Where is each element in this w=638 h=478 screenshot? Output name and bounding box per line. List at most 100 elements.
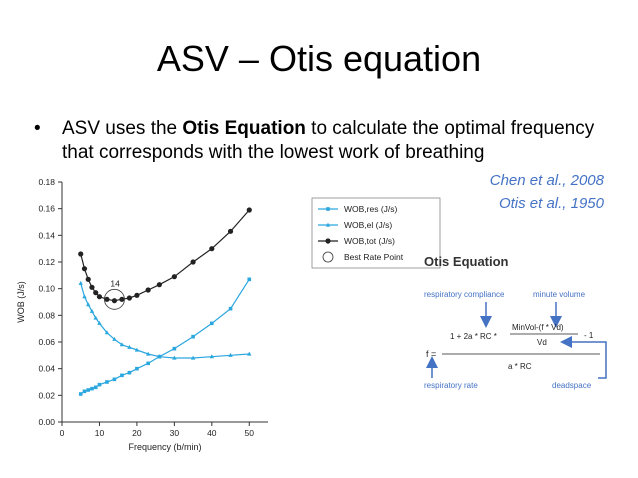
series-point-2 <box>227 228 234 234</box>
series-point-1 <box>145 351 151 356</box>
series-point-0 <box>146 361 150 366</box>
series-point-2 <box>93 290 99 296</box>
inner-numerator: MinVol-(f * Vd) <box>512 323 564 332</box>
otis-equation: Otis Equation respiratory compliance min… <box>424 254 607 390</box>
series-point-0 <box>90 386 94 391</box>
denominator: a * RC <box>508 362 532 371</box>
series-point-2 <box>78 251 84 257</box>
series-point-0 <box>247 277 252 282</box>
series-point-2 <box>96 294 103 300</box>
series-point-1 <box>82 294 87 299</box>
series-point-1 <box>89 308 95 313</box>
series-point-1 <box>93 315 98 320</box>
series-line-0 <box>80 279 250 395</box>
y-tick-label: 0.14 <box>38 230 55 240</box>
series-point-2 <box>89 284 95 290</box>
series-point-1 <box>97 320 102 325</box>
bullet-text-pre: ASV uses the <box>62 118 183 139</box>
series-point-2 <box>209 246 215 252</box>
minus-one: - 1 <box>584 331 594 340</box>
slide-title: ASV – Otis equation <box>156 38 482 79</box>
series-point-0 <box>78 392 83 396</box>
y-tick-label: 0.08 <box>38 310 55 320</box>
citation-chen: Chen et al., 2008 <box>489 172 604 189</box>
series-point-1 <box>172 355 177 360</box>
y-tick-label: 0.18 <box>38 177 55 187</box>
y-tick-label: 0.00 <box>38 417 55 427</box>
series-point-0 <box>86 388 91 392</box>
legend-marker <box>322 251 334 263</box>
series-point-0 <box>112 377 117 382</box>
series-line-2 <box>80 209 250 302</box>
y-tick-label: 0.06 <box>38 337 55 347</box>
series-point-0 <box>120 373 124 378</box>
series-point-1 <box>157 354 162 359</box>
series-point-0 <box>210 321 214 326</box>
x-axis-title: Frequency (b/min) <box>128 442 201 452</box>
best-rate-label: 14 <box>110 278 120 288</box>
y-tick-label: 0.12 <box>38 257 55 267</box>
series-point-2 <box>126 295 133 301</box>
legend-marker <box>325 222 331 227</box>
series-point-1 <box>104 330 110 335</box>
series-point-2 <box>145 287 151 293</box>
series-point-0 <box>172 346 177 351</box>
series-point-0 <box>93 385 98 390</box>
y-tick-label: 0.16 <box>38 204 55 214</box>
series-point-1 <box>134 347 140 352</box>
series-point-1 <box>86 302 91 307</box>
series-point-1 <box>127 344 132 349</box>
bullet-text-post: to calculate the optimal frequency that … <box>62 118 595 163</box>
label-minvol: minute volume <box>533 290 586 299</box>
legend-entry: WOB,res (J/s) <box>344 204 398 214</box>
bullet-marker: • <box>34 118 41 139</box>
series-point-0 <box>82 389 87 394</box>
series-point-0 <box>228 306 233 311</box>
series-point-2 <box>134 292 140 298</box>
legend-entry: Best Rate Point <box>344 252 404 262</box>
label-compliance: respiratory compliance <box>424 290 505 299</box>
f-equals: f = <box>426 349 436 359</box>
y-tick-label: 0.02 <box>38 390 55 400</box>
x-tick-label: 20 <box>132 428 142 438</box>
bullet-text-bold: Otis Equation <box>182 118 306 139</box>
y-axis-title: WOB (J/s) <box>16 281 26 323</box>
y-tick-label: 0.10 <box>38 284 55 294</box>
series-point-1 <box>228 352 233 357</box>
best-rate-circle <box>104 288 125 310</box>
legend-entry: WOB,tot (J/s) <box>344 236 395 246</box>
legend-marker <box>325 238 331 244</box>
arrow-deadspace <box>560 336 607 379</box>
series-point-1 <box>119 342 125 347</box>
series-point-1 <box>209 354 215 359</box>
legend-entry: WOB,el (J/s) <box>344 220 392 230</box>
series-point-2 <box>190 259 196 265</box>
numerator-left: 1 + 2a * RC * <box>450 332 497 341</box>
series-point-0 <box>97 382 102 387</box>
series-point-0 <box>105 380 109 384</box>
series-point-2 <box>171 274 177 280</box>
series-point-1 <box>112 336 117 341</box>
label-deadspace: deadspace <box>552 381 592 390</box>
series-point-0 <box>135 366 139 371</box>
series-point-0 <box>191 334 195 339</box>
series-point-1 <box>78 280 83 285</box>
x-tick-label: 50 <box>245 428 255 438</box>
x-tick-label: 40 <box>207 428 217 438</box>
series-point-2 <box>119 296 125 302</box>
legend-marker <box>326 207 330 211</box>
series-point-2 <box>246 207 252 213</box>
x-tick-label: 0 <box>60 428 65 438</box>
series-point-2 <box>111 298 118 304</box>
series-point-2 <box>81 266 88 272</box>
inner-denominator: Vd <box>537 338 547 347</box>
series-point-0 <box>127 370 132 375</box>
label-rate: respiratory rate <box>424 381 478 390</box>
bullet-text: ASV uses the Otis Equation to calculate … <box>62 117 622 165</box>
y-tick-label: 0.04 <box>38 364 55 374</box>
series-point-2 <box>85 276 91 282</box>
wob-chart: 0.00 0.02 0.04 0.06 0.08 0.10 0.12 0.14 0.16 0.18… <box>16 177 441 452</box>
series-point-2 <box>104 296 110 302</box>
citation-otis: Otis et al., 1950 <box>498 195 604 212</box>
equation-title: Otis Equation <box>424 254 509 269</box>
